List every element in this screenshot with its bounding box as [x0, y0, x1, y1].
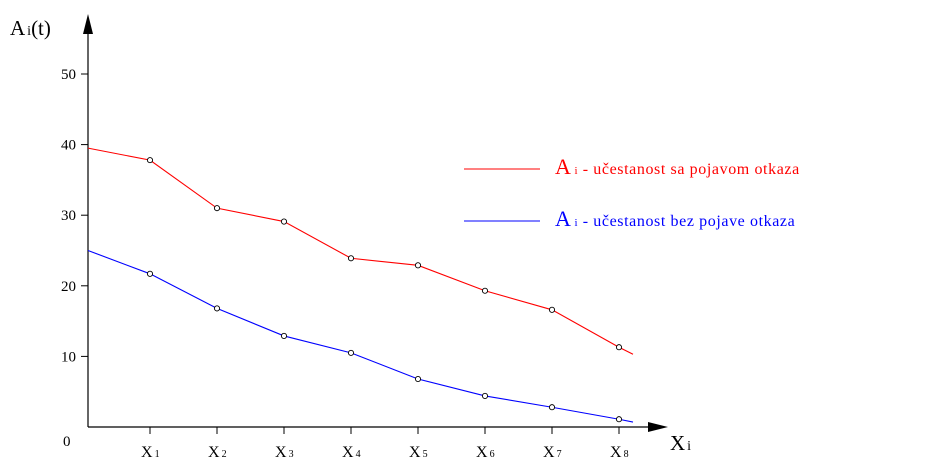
data-point: [347, 349, 355, 356]
x-axis-arrow: [648, 422, 668, 432]
y-ticks: 10 20 30 40 50: [61, 67, 88, 365]
y-tick-label: 50: [61, 67, 76, 83]
data-point: [280, 218, 288, 225]
origin-label: 0: [63, 434, 71, 450]
data-point: [213, 205, 221, 212]
data-point: [615, 416, 623, 423]
y-tick-label: 30: [61, 208, 76, 224]
data-point: [414, 375, 422, 383]
y-tick-label: 20: [61, 279, 76, 295]
data-point: [548, 404, 556, 411]
data-point: [213, 305, 221, 312]
data-point: [481, 287, 489, 294]
y-axis-arrow: [83, 14, 93, 34]
y-tick-label: 40: [61, 138, 76, 154]
data-point: [146, 270, 154, 277]
data-point: [548, 306, 556, 313]
data-point: [146, 157, 154, 164]
series-line-2: [87, 249, 634, 423]
data-point: [481, 392, 489, 399]
data-point: [414, 262, 422, 269]
data-point: [347, 255, 355, 262]
y-tick-label: 10: [61, 349, 76, 365]
series-layer: [87, 147, 634, 423]
data-point: [280, 332, 288, 339]
series-line-1: [87, 147, 634, 355]
data-point: [615, 344, 623, 351]
